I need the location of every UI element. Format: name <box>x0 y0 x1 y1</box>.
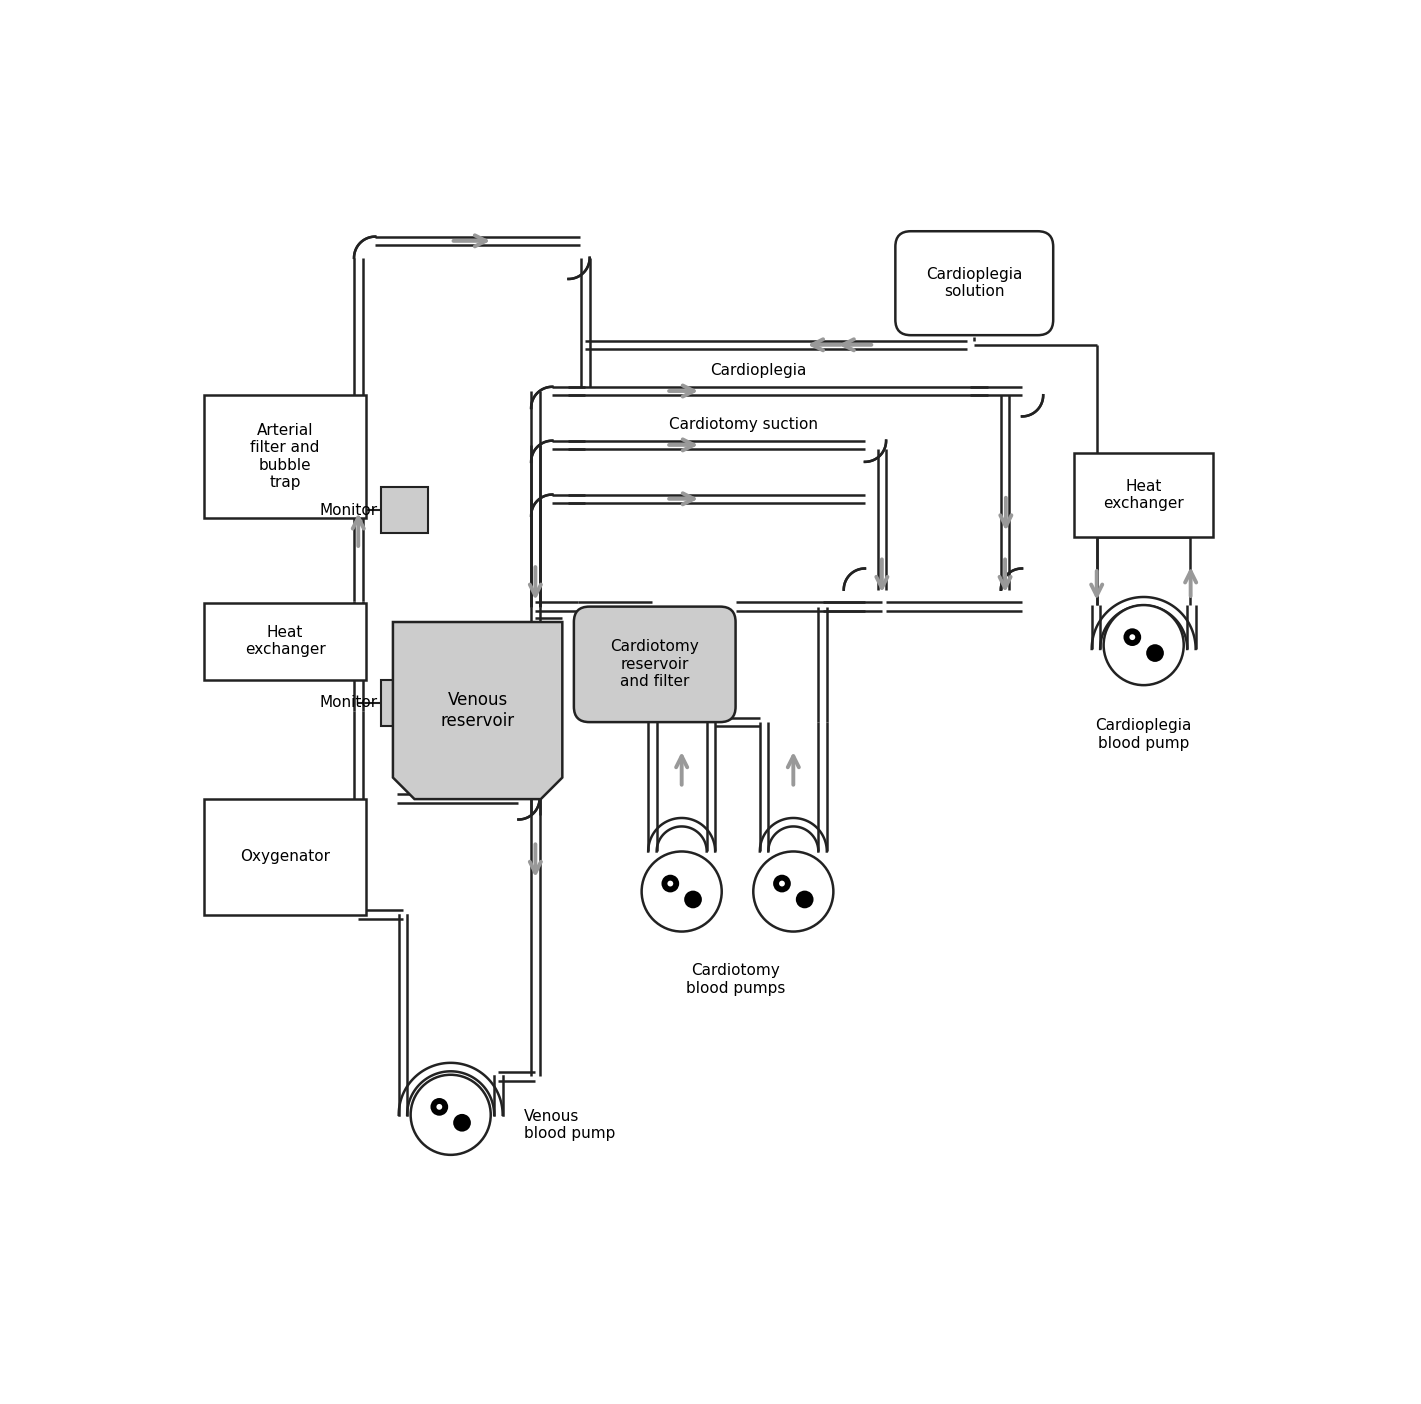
Text: Cardioplegia
solution: Cardioplegia solution <box>926 267 1023 299</box>
Text: Arterial
filter and
bubble
trap: Arterial filter and bubble trap <box>250 423 320 490</box>
FancyBboxPatch shape <box>574 607 736 722</box>
Text: Venous
reservoir: Venous reservoir <box>441 691 514 730</box>
Text: Monitor: Monitor <box>320 503 378 518</box>
Bar <box>381 680 428 726</box>
Circle shape <box>753 851 833 931</box>
Text: Cardioplegia: Cardioplegia <box>710 362 807 378</box>
Polygon shape <box>394 622 563 799</box>
Bar <box>205 799 367 914</box>
Text: Cardiotomy suction: Cardiotomy suction <box>669 417 817 432</box>
Circle shape <box>661 875 679 893</box>
Circle shape <box>436 1104 442 1109</box>
Circle shape <box>1124 629 1141 646</box>
Text: Oxygenator: Oxygenator <box>240 849 330 865</box>
Circle shape <box>684 890 702 908</box>
Text: Cardioplegia
blood pump: Cardioplegia blood pump <box>1096 719 1192 751</box>
Circle shape <box>431 1098 448 1116</box>
Circle shape <box>796 890 814 908</box>
Text: Heat
exchanger: Heat exchanger <box>1103 479 1184 511</box>
Bar <box>1074 452 1214 538</box>
Text: Venous
blood pump: Venous blood pump <box>524 1109 615 1141</box>
FancyBboxPatch shape <box>895 232 1053 336</box>
Bar <box>381 487 428 534</box>
Circle shape <box>779 880 784 886</box>
Text: Cardiotomy
reservoir
and filter: Cardiotomy reservoir and filter <box>611 639 699 689</box>
Circle shape <box>773 875 791 893</box>
Circle shape <box>1130 635 1135 640</box>
Circle shape <box>453 1113 470 1132</box>
Text: Cardiotomy
blood pumps: Cardiotomy blood pumps <box>686 963 786 995</box>
Circle shape <box>411 1075 490 1155</box>
Circle shape <box>642 851 722 931</box>
Text: Monitor: Monitor <box>320 695 378 710</box>
Circle shape <box>1104 605 1184 685</box>
Circle shape <box>1147 644 1164 661</box>
Circle shape <box>668 880 674 886</box>
Bar <box>205 395 367 518</box>
Bar <box>205 602 367 680</box>
Text: Heat
exchanger: Heat exchanger <box>244 625 325 657</box>
